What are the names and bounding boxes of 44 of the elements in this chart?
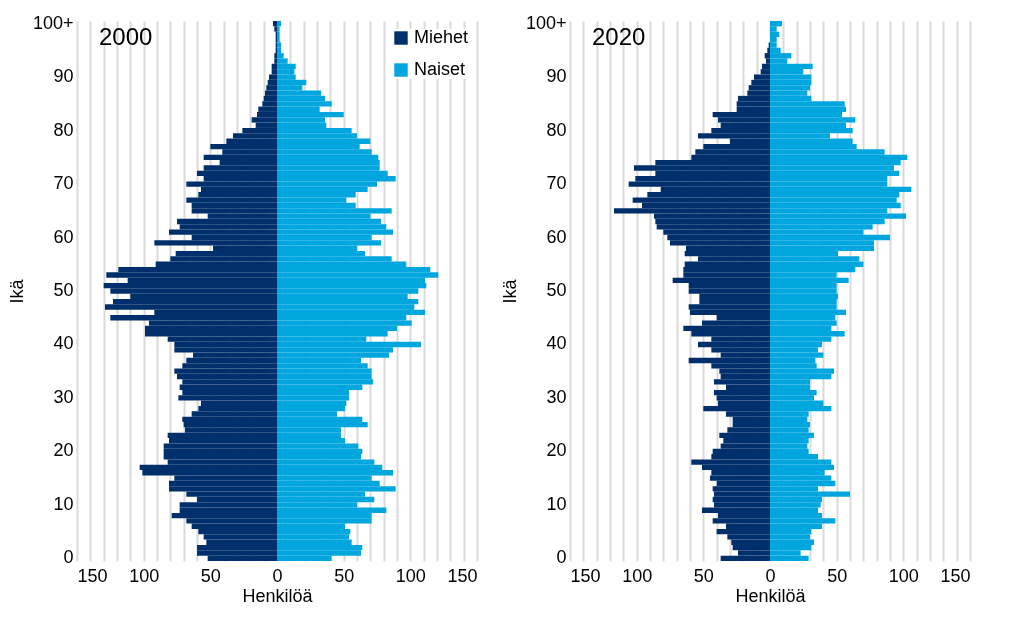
x-tick-label: 0 (272, 565, 283, 586)
y-tick-label: 40 (53, 333, 74, 354)
y-tick-label: 90 (53, 66, 74, 87)
y-tick-label: 100+ (525, 12, 567, 33)
x-tick-label: 50 (334, 565, 355, 586)
y-tick-label: 10 (546, 493, 567, 514)
x-axis-title: Henkilöä (735, 585, 807, 606)
y-tick-label: 80 (53, 119, 74, 140)
y-tick-label: 0 (556, 547, 567, 568)
x-tick-label: 100 (129, 565, 160, 586)
y-tick-label: 70 (546, 173, 567, 194)
y-axis-title: Ikä (499, 278, 520, 304)
x-tick-label: 150 (447, 565, 478, 586)
y-tick-label: 90 (546, 66, 567, 87)
y-tick-label: 50 (53, 280, 74, 300)
x-tick-label: 100 (888, 565, 919, 586)
x-tick-label: 100 (395, 565, 426, 586)
y-tick-label: 10 (53, 493, 74, 514)
y-tick-label: 100+ (32, 12, 74, 33)
y-axis-title: Ikä (6, 278, 27, 304)
y-tick-label: 80 (546, 119, 567, 140)
y-tick-label: 70 (53, 173, 74, 194)
chart-title: 2020 (592, 23, 646, 51)
legend-label: Naiset (414, 59, 466, 79)
legend-label: Miehet (414, 27, 469, 47)
y-tick-label: 30 (53, 386, 74, 407)
x-tick-label: 150 (940, 565, 971, 586)
x-axis-title: Henkilöä (242, 585, 314, 606)
y-tick-label: 40 (546, 333, 567, 354)
x-tick-label: 150 (570, 565, 601, 586)
y-tick-label: 0 (63, 547, 74, 568)
x-tick-label: 50 (200, 565, 221, 586)
y-tick-label: 60 (546, 226, 567, 247)
y-tick-label: 30 (546, 386, 567, 407)
x-tick-label: 50 (827, 565, 848, 586)
x-tick-label: 100 (622, 565, 653, 586)
x-tick-label: 50 (693, 565, 714, 586)
x-tick-label: 0 (765, 565, 776, 586)
y-tick-label: 20 (53, 440, 74, 461)
y-tick-label: 60 (53, 226, 74, 247)
y-tick-label: 50 (546, 280, 567, 300)
x-tick-label: 150 (77, 565, 108, 586)
y-tick-label: 20 (546, 440, 567, 461)
chart-title: 2000 (99, 23, 153, 51)
